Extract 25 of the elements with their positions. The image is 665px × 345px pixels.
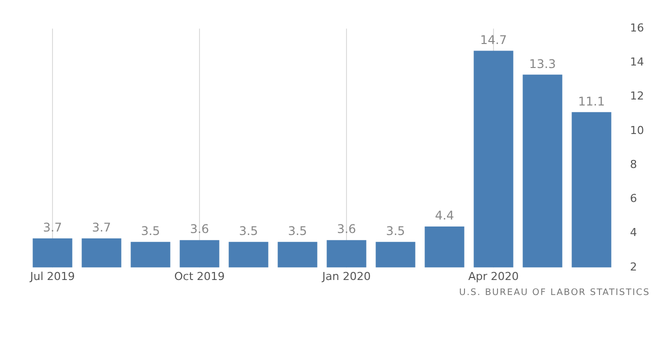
y-tick-label: 16 <box>630 21 644 34</box>
x-tick-label: Jul 2019 <box>29 270 75 283</box>
y-tick-label: 14 <box>630 56 644 69</box>
y-tick-label: 8 <box>630 158 638 171</box>
data-label: 3.6 <box>336 222 356 236</box>
x-tick-label: Jan 2020 <box>321 270 371 283</box>
data-label: 3.5 <box>140 224 160 238</box>
y-tick-label: 2 <box>630 260 638 274</box>
data-label: 13.3 <box>529 56 556 71</box>
data-label: 3.7 <box>92 220 112 235</box>
data-label: 3.5 <box>288 224 308 238</box>
data-label: 3.5 <box>386 224 406 238</box>
data-label: 14.7 <box>480 32 507 47</box>
data-label: 3.7 <box>42 220 62 235</box>
data-label: 11.1 <box>578 94 605 108</box>
data-label: 3.6 <box>190 222 210 236</box>
y-tick-label: 10 <box>630 124 644 137</box>
y-tick-label: 12 <box>630 90 644 103</box>
x-tick-label: Oct 2019 <box>174 270 225 283</box>
y-tick-label: 6 <box>630 192 638 206</box>
x-tick-label: Apr 2020 <box>468 270 519 283</box>
data-label: 3.5 <box>238 224 258 238</box>
y-tick-label: 4 <box>630 226 638 240</box>
data-label: 4.4 <box>434 208 454 223</box>
text: U.S. BUREAU OF LABOR STATISTICS <box>458 288 651 298</box>
